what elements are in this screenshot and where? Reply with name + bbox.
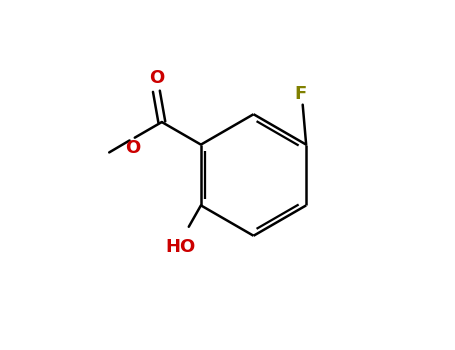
Text: O: O <box>149 69 164 87</box>
Text: HO: HO <box>165 238 195 256</box>
Text: O: O <box>126 139 141 158</box>
Text: F: F <box>295 85 307 103</box>
